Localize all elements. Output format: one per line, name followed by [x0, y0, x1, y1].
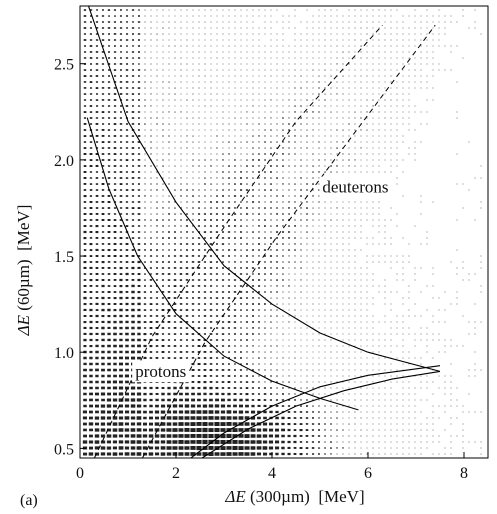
event-density-dots [82, 9, 482, 456]
dashed-boundary-line-5 [93, 24, 383, 458]
solid-boundary-line-4 [200, 370, 441, 458]
x-tick-label: 8 [460, 465, 468, 482]
plot-frame [79, 5, 489, 459]
y-tick-label: 0.5 [54, 441, 74, 458]
boundary-lines [86, 6, 441, 458]
y-tick-label: 1.0 [54, 345, 74, 362]
y-tick-label: 1.5 [54, 249, 74, 266]
annotations: deuterons protons [132, 176, 392, 383]
solid-boundary-line-1 [87, 6, 441, 372]
x-axis-ticks: 0 2 4 6 8 [76, 452, 468, 482]
solid-boundary-line-2 [86, 117, 359, 411]
x-tick-label: 6 [364, 465, 372, 482]
dashed-boundary-line-6 [141, 24, 436, 458]
annotation-background [132, 361, 190, 383]
panel-label: (a) [20, 492, 38, 509]
x-tick-label: 2 [172, 465, 180, 482]
annotation-deuterons: deuterons [322, 178, 388, 197]
annotation-protons: protons [135, 362, 186, 381]
y-axis-title: ΔE (60µm) [MeV] [14, 205, 33, 337]
annotation-background [319, 176, 392, 198]
x-axis-title: ΔE (300µm) [MeV] [224, 487, 364, 506]
solid-boundary-line-3 [189, 365, 441, 458]
y-tick-label: 2.0 [54, 153, 74, 170]
x-tick-label: 0 [76, 465, 84, 482]
y-axis-ticks: 0.5 1.0 1.5 2.0 2.5 [54, 57, 86, 458]
event-dots [82, 9, 482, 456]
x-tick-label: 4 [268, 465, 276, 482]
y-tick-label: 2.5 [54, 57, 74, 74]
